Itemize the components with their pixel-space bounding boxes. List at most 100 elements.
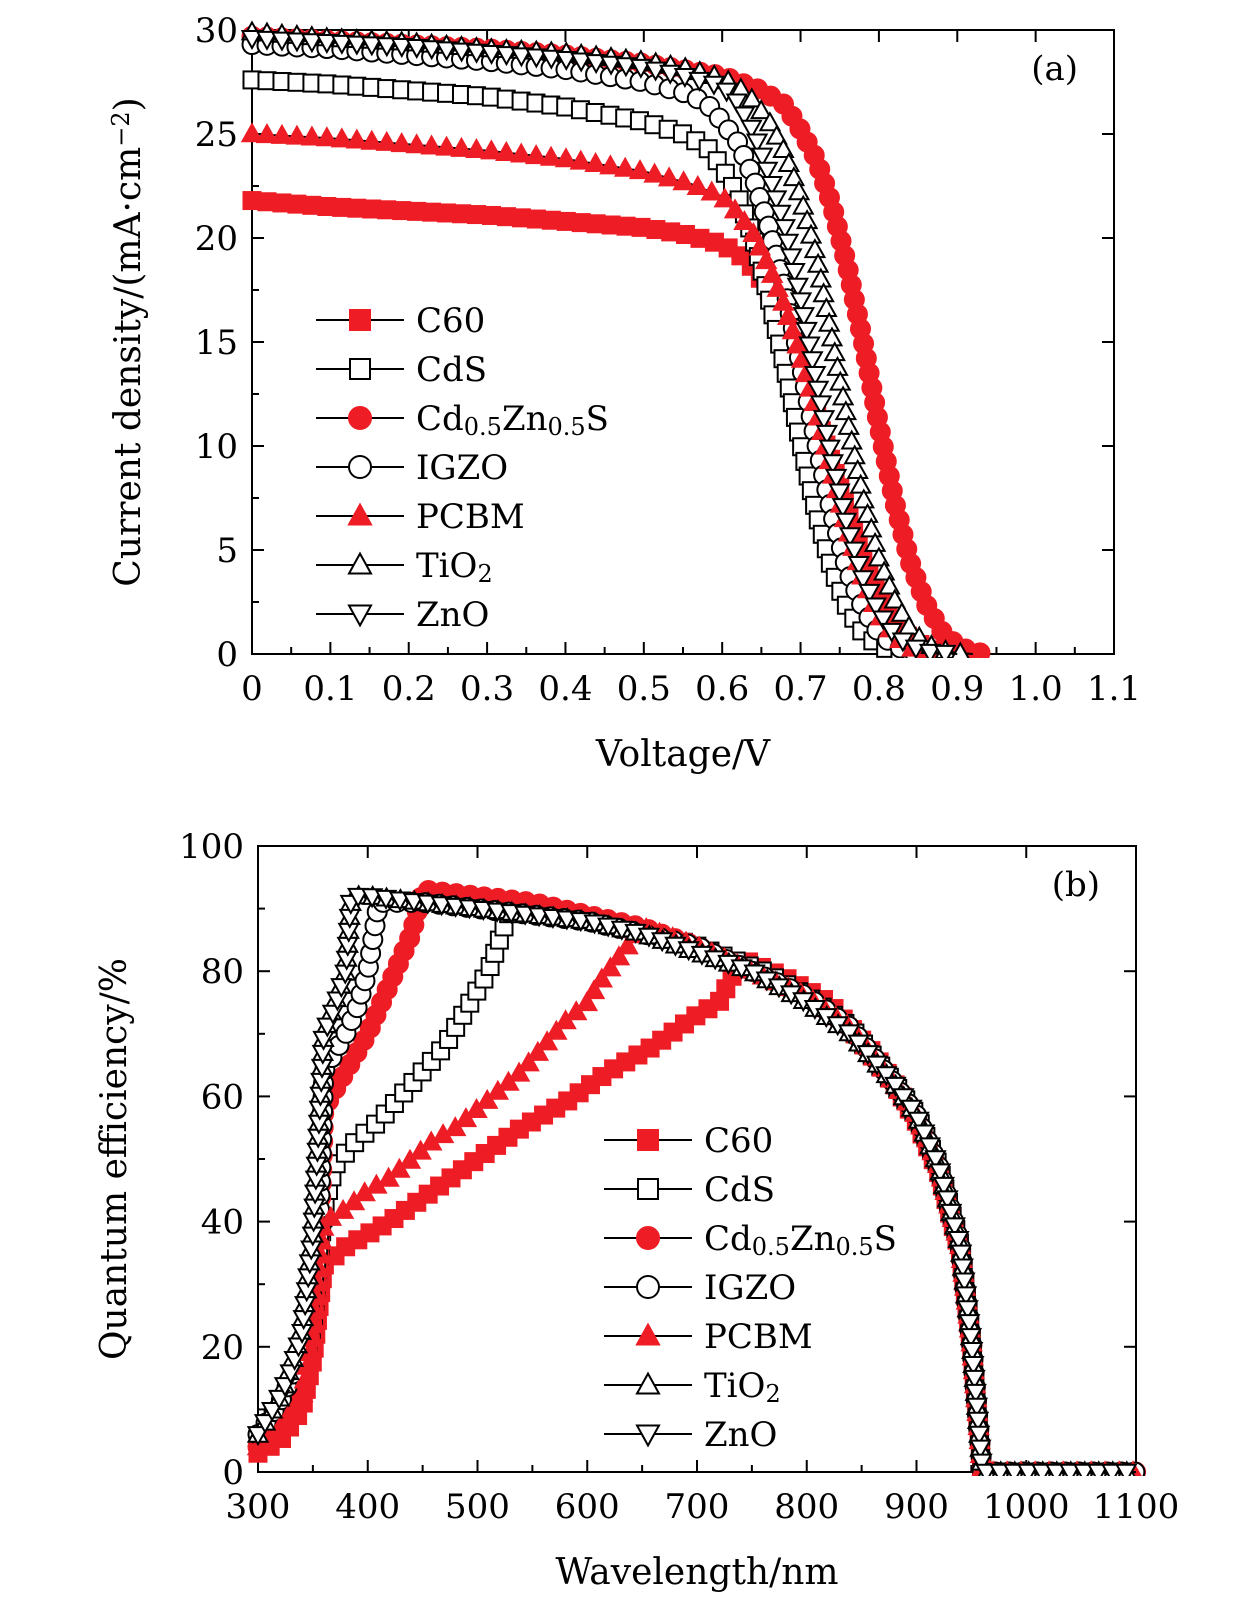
data-point: [954, 1286, 978, 1307]
data-point: [1072, 1463, 1096, 1476]
data-point: [246, 1426, 270, 1447]
data-point: [933, 644, 957, 658]
legend-marker: [347, 502, 373, 526]
legend-label: PCBM: [704, 1317, 813, 1357]
data-point: [300, 125, 324, 146]
data-point: [613, 156, 637, 177]
data-point: [818, 439, 841, 460]
data-point: [255, 30, 279, 51]
x-tick-label: 0.4: [538, 669, 592, 709]
data-point: [884, 1076, 907, 1097]
x-tick-label: 0.1: [303, 669, 357, 709]
legend-marker: [348, 406, 372, 430]
legend-marker: [349, 358, 371, 380]
data-point: [918, 1137, 942, 1158]
data-point: [863, 531, 887, 552]
data-point: [283, 1350, 306, 1371]
x-tick-label: 0.2: [382, 669, 436, 709]
data-point: [390, 132, 413, 153]
legend-marker: [347, 551, 373, 575]
data-point: [878, 574, 901, 595]
legend: C60 CdS Cd0.5Zn0.5S IGZO PCBM TiO2 ZnO: [604, 1121, 897, 1455]
legend-marker: [636, 1275, 660, 1299]
data-point: [799, 223, 823, 244]
legend-marker: [637, 1129, 659, 1151]
data-point: [780, 248, 803, 269]
data-point: [913, 1124, 936, 1145]
data-point: [872, 560, 896, 581]
legend-marker: [635, 1322, 661, 1346]
data-point: [988, 1463, 1012, 1476]
x-tick-label: 1.1: [1087, 669, 1141, 709]
data-point: [838, 527, 862, 548]
data-point: [285, 124, 309, 145]
x-tick-label: 1000: [983, 1487, 1070, 1527]
data-point: [745, 133, 769, 154]
y-tick-label: 25: [195, 115, 238, 155]
data-point: [517, 1051, 540, 1072]
data-point: [798, 336, 821, 357]
x-axis: 300 400 500 600 700 800 900 1000 1100: [226, 846, 1179, 1527]
data-point: [584, 152, 607, 173]
data-point: [435, 41, 458, 62]
data-point: [672, 170, 695, 191]
legend-label: C60: [416, 301, 485, 341]
data-point: [450, 136, 473, 157]
y-tick-label: 15: [195, 323, 238, 363]
data-point: [755, 249, 778, 270]
y-axis: 0 20 40 60 80 100: [179, 827, 1136, 1493]
series-zno: [240, 30, 958, 658]
data-point: [535, 1030, 559, 1051]
data-point: [892, 1088, 915, 1109]
x-tick-label: 400: [335, 1487, 400, 1527]
legend-item-zno: ZnO: [316, 595, 489, 635]
x-axis-title: Voltage/V: [595, 734, 771, 775]
data-point: [880, 622, 903, 643]
data-point: [947, 1230, 970, 1251]
data-point: [956, 1300, 979, 1321]
data-point: [806, 380, 830, 401]
data-point: [1030, 1463, 1054, 1476]
data-point: [733, 210, 756, 231]
legend-marker: [347, 604, 373, 628]
legend-marker: [635, 1371, 661, 1395]
data-point: [315, 126, 339, 147]
data-point: [300, 33, 324, 54]
data-point: [260, 1401, 284, 1423]
data-point: [312, 1030, 335, 1051]
x-tick-label: 0.3: [460, 669, 514, 709]
legend-label: TiO2: [416, 546, 493, 588]
data-point: [240, 122, 264, 143]
data-point: [760, 262, 784, 283]
y-axis-title: Quantum efficiency/%: [94, 958, 135, 1360]
data-point: [924, 1150, 947, 1171]
legend-label: TiO2: [704, 1366, 781, 1408]
data-point: [555, 50, 578, 71]
data-point: [420, 40, 443, 61]
x-tick-label: 600: [555, 1487, 620, 1527]
data-point: [495, 46, 518, 67]
legend-label: CdS: [416, 350, 487, 390]
legend-marker: [348, 455, 372, 479]
data-point: [390, 38, 413, 59]
data-point: [872, 610, 895, 631]
data-point: [949, 1244, 973, 1265]
data-point: [284, 1394, 307, 1415]
data-point: [943, 1217, 966, 1238]
x-tick-label: 0: [241, 669, 263, 709]
x-tick-label: 0.5: [617, 669, 671, 709]
data-point: [795, 321, 818, 342]
data-point: [852, 488, 875, 509]
data-point: [584, 54, 608, 75]
legend-item-pcbm: PCBM: [316, 497, 525, 537]
legend-label: IGZO: [416, 448, 508, 488]
data-point: [569, 149, 592, 170]
data-point: [375, 130, 398, 151]
data-point: [823, 341, 846, 362]
data-point: [840, 429, 863, 450]
data-point: [783, 263, 806, 284]
data-point: [1058, 1463, 1082, 1476]
data-point: [829, 370, 852, 391]
data-point: [1086, 1463, 1110, 1476]
